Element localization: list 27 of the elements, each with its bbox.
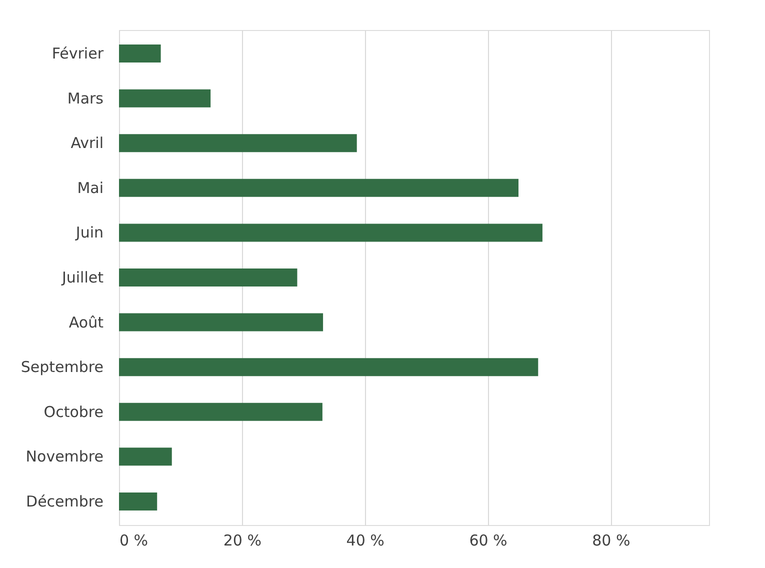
x-tick-label: 0 %	[120, 532, 148, 550]
y-tick-label: Août	[68, 313, 104, 332]
y-tick-label: Décembre	[26, 492, 104, 510]
y-tick-label: Avril	[70, 134, 104, 152]
y-tick-label: Novembre	[26, 448, 104, 466]
y-tick-label: Février	[52, 44, 104, 63]
bar	[119, 89, 211, 108]
y-tick-label: Mai	[77, 178, 104, 197]
bar	[119, 178, 518, 197]
bar	[119, 448, 172, 466]
bar	[119, 44, 161, 63]
x-tick-label: 60 %	[469, 532, 508, 550]
bar	[119, 313, 324, 332]
bar	[119, 134, 357, 152]
x-tick-label: 20 %	[223, 532, 262, 550]
y-tick-label: Octobre	[44, 402, 104, 421]
bar	[119, 224, 542, 242]
bar	[119, 358, 538, 376]
bar	[119, 402, 322, 421]
y-tick-label: Septembre	[20, 358, 104, 376]
y-tick-label: Mars	[67, 89, 104, 108]
x-tick-label: 80 %	[592, 532, 630, 550]
y-tick-label: Juin	[74, 224, 104, 242]
bar	[119, 268, 298, 286]
x-tick-label: 40 %	[346, 532, 384, 550]
bar	[119, 492, 158, 510]
y-tick-label: Juillet	[60, 268, 104, 286]
